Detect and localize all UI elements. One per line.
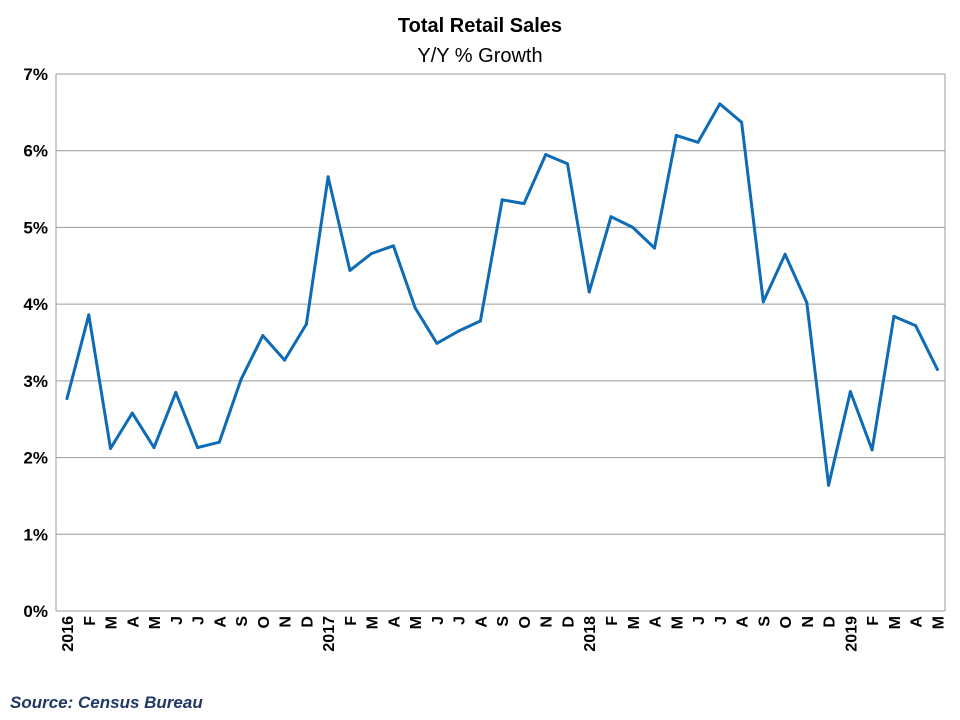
x-axis-ticks: 2016 F M A M J J A S O N D 2017 F M A M J J A S O N D 2018 F M A M J J… bbox=[60, 616, 947, 652]
data-point bbox=[935, 367, 939, 371]
data-point bbox=[478, 319, 482, 323]
x-tick-label: D bbox=[822, 616, 839, 628]
data-point bbox=[196, 446, 200, 450]
data-point bbox=[391, 244, 395, 248]
x-tick-label: A bbox=[473, 616, 490, 628]
data-point bbox=[261, 334, 265, 338]
x-tick-label: D bbox=[299, 616, 316, 628]
x-tick-label: F bbox=[343, 616, 360, 626]
x-tick-label: M bbox=[408, 616, 425, 629]
x-tick-label: N bbox=[539, 616, 556, 628]
x-tick-label: A bbox=[735, 616, 752, 628]
x-tick-label: F bbox=[865, 616, 882, 626]
y-tick-label: 4% bbox=[23, 295, 48, 314]
x-tick-label: N bbox=[800, 616, 817, 628]
data-point bbox=[848, 390, 852, 394]
data-point bbox=[130, 411, 134, 415]
x-tick-label: A bbox=[125, 616, 142, 628]
x-tick-label: M bbox=[365, 616, 382, 629]
data-point bbox=[805, 301, 809, 305]
y-axis-ticks: 0% 1% 2% 3% 4% 5% 6% 7% bbox=[23, 65, 48, 621]
data-point bbox=[174, 390, 178, 394]
x-tick-label: 2019 bbox=[843, 616, 860, 652]
x-tick-label: O bbox=[517, 616, 534, 628]
data-point bbox=[587, 290, 591, 294]
x-tick-label: A bbox=[648, 616, 665, 628]
x-tick-label: D bbox=[560, 616, 577, 628]
x-tick-label: M bbox=[887, 616, 904, 629]
chart-title: Total Retail Sales bbox=[398, 15, 562, 37]
data-point bbox=[283, 358, 287, 362]
data-point bbox=[892, 314, 896, 318]
data-point bbox=[500, 198, 504, 202]
x-tick-label: O bbox=[256, 616, 273, 628]
data-point bbox=[217, 440, 221, 444]
x-tick-label: S bbox=[234, 616, 251, 627]
data-point bbox=[239, 377, 243, 381]
x-tick-label: 2018 bbox=[582, 616, 599, 652]
x-tick-label: S bbox=[756, 616, 773, 627]
data-point bbox=[65, 397, 69, 401]
data-point bbox=[653, 246, 657, 250]
x-tick-label: J bbox=[430, 616, 447, 625]
x-tick-label: M bbox=[669, 616, 686, 629]
x-tick-label: 2017 bbox=[321, 616, 338, 652]
data-point bbox=[152, 446, 156, 450]
x-tick-label: J bbox=[452, 616, 469, 625]
data-point bbox=[544, 153, 548, 157]
data-point bbox=[718, 102, 722, 106]
source-note: Source: Census Bureau bbox=[10, 693, 203, 712]
data-point bbox=[696, 140, 700, 144]
data-points bbox=[65, 102, 939, 487]
x-tick-label: N bbox=[278, 616, 295, 628]
data-point bbox=[522, 202, 526, 206]
y-tick-label: 3% bbox=[23, 372, 48, 391]
x-tick-label: M bbox=[930, 616, 947, 629]
y-tick-label: 2% bbox=[23, 449, 48, 468]
y-tick-label: 6% bbox=[23, 142, 48, 161]
x-tick-label: M bbox=[147, 616, 164, 629]
data-point bbox=[326, 175, 330, 179]
data-point bbox=[370, 252, 374, 256]
data-point bbox=[348, 268, 352, 272]
x-tick-label: J bbox=[691, 616, 708, 625]
data-point bbox=[609, 215, 613, 219]
data-point bbox=[761, 300, 765, 304]
x-tick-label: J bbox=[191, 616, 208, 625]
gridlines bbox=[55, 73, 946, 612]
data-point bbox=[674, 133, 678, 137]
x-tick-label: A bbox=[212, 616, 229, 628]
chart-subtitle: Y/Y % Growth bbox=[417, 45, 542, 67]
x-tick-label: F bbox=[82, 616, 99, 626]
x-tick-label: M bbox=[626, 616, 643, 629]
x-tick-label: J bbox=[169, 616, 186, 625]
data-point bbox=[631, 225, 635, 229]
y-tick-label: 5% bbox=[23, 218, 48, 237]
x-tick-label: J bbox=[713, 616, 730, 625]
data-point bbox=[457, 329, 461, 333]
x-tick-label: O bbox=[778, 616, 795, 628]
x-tick-label: S bbox=[495, 616, 512, 627]
data-point bbox=[565, 162, 569, 166]
data-point bbox=[870, 448, 874, 452]
series-line-retail-sales-growth bbox=[65, 102, 939, 487]
data-point bbox=[435, 341, 439, 345]
y-tick-label: 7% bbox=[23, 65, 48, 84]
y-tick-label: 0% bbox=[23, 602, 48, 621]
data-point bbox=[914, 324, 918, 328]
data-point bbox=[109, 446, 113, 450]
x-tick-label: A bbox=[386, 616, 403, 628]
data-point bbox=[304, 322, 308, 326]
x-tick-label: F bbox=[604, 616, 621, 626]
y-tick-label: 1% bbox=[23, 525, 48, 544]
data-point bbox=[783, 252, 787, 256]
data-point bbox=[413, 306, 417, 310]
x-tick-label: A bbox=[909, 616, 926, 628]
data-point bbox=[740, 120, 744, 124]
data-point bbox=[827, 483, 831, 487]
x-tick-label: M bbox=[104, 616, 121, 629]
x-tick-label: 2016 bbox=[60, 616, 77, 652]
data-point bbox=[87, 313, 91, 317]
